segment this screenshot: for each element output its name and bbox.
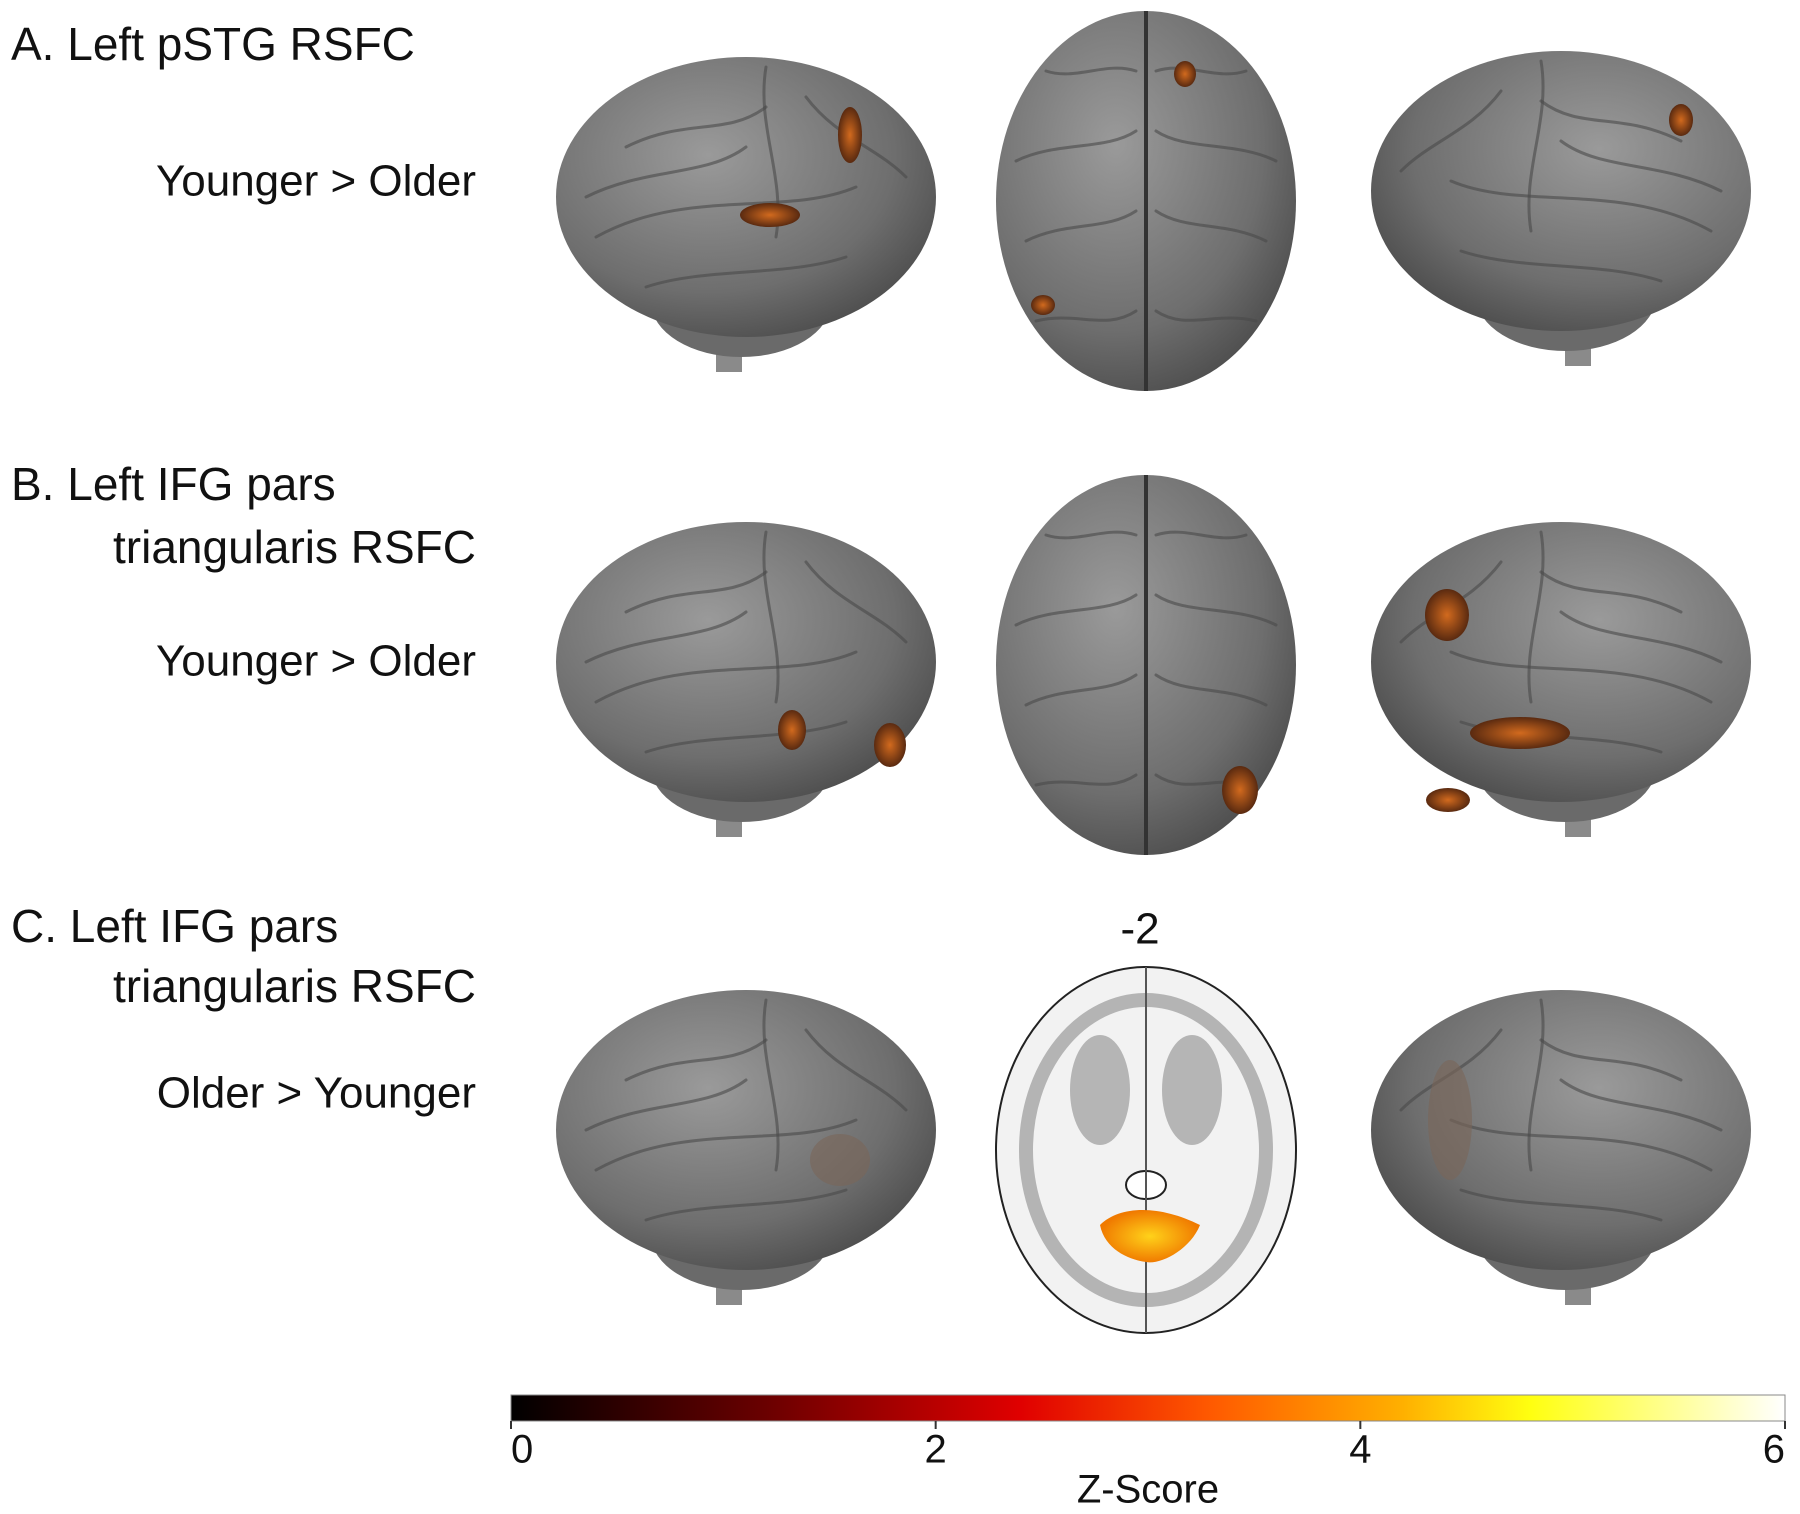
brain-left — [554, 520, 938, 839]
contrast-label: Younger > Older — [156, 637, 476, 686]
colorbar-tick-label: 4 — [1349, 1428, 1371, 1472]
panel-title: C. Left IFG pars — [11, 900, 338, 952]
colorbar-tick-label: 2 — [925, 1428, 947, 1472]
panel-title: A. Left pSTG RSFC — [11, 18, 415, 70]
activation — [1174, 61, 1196, 87]
contrast-label: Younger > Older — [156, 157, 476, 206]
slice-label: -2 — [1120, 905, 1159, 954]
activation — [810, 1134, 870, 1186]
panel-title: B. Left IFG pars — [11, 458, 336, 510]
activation — [1100, 1210, 1200, 1263]
colorbar-tick-label: 0 — [511, 1428, 533, 1472]
activation — [1470, 717, 1570, 749]
brain-right — [1369, 988, 1753, 1307]
brain-right — [1369, 49, 1753, 368]
contrast-label: Older > Younger — [157, 1069, 476, 1118]
colorbar-label: Z-Score — [1077, 1468, 1219, 1512]
brain-right — [1369, 520, 1753, 839]
activation — [874, 723, 906, 767]
activation — [1426, 788, 1470, 812]
colorbar — [510, 1394, 1786, 1422]
axial-slice — [995, 966, 1297, 1334]
activation — [1031, 295, 1055, 315]
brain-top — [994, 9, 1298, 393]
activation — [740, 203, 800, 227]
activation — [1222, 766, 1258, 814]
colorbar-tick-label: 6 — [1763, 1428, 1785, 1472]
activation — [1428, 1060, 1472, 1180]
activation — [838, 107, 862, 163]
activation — [778, 710, 806, 750]
panel-title: triangularis RSFC — [113, 521, 476, 573]
activation — [1669, 104, 1693, 136]
activation — [1425, 589, 1469, 641]
brain-left — [554, 988, 938, 1307]
panel-title: triangularis RSFC — [113, 960, 476, 1012]
